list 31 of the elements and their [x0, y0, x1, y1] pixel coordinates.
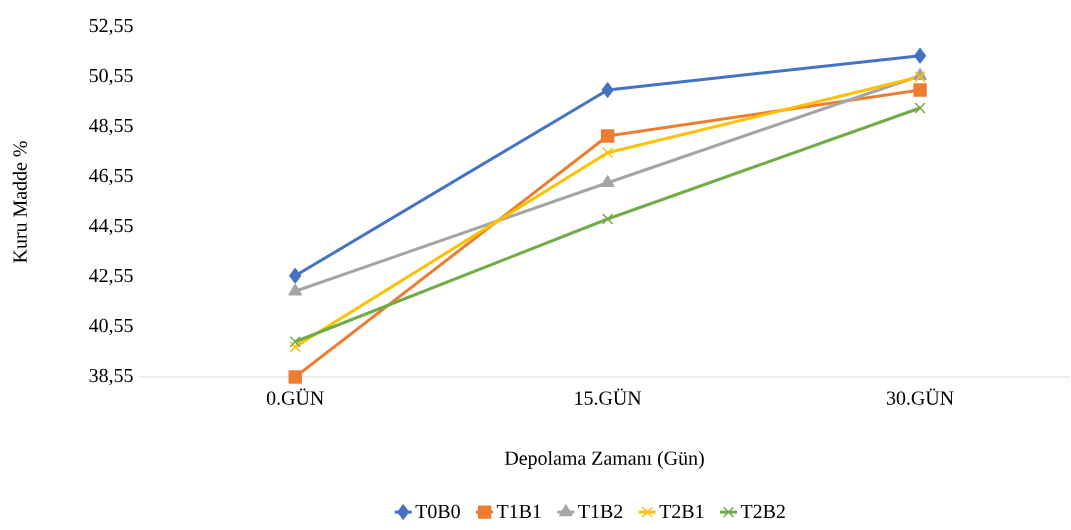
x-axis-title: Depolama Zamanı (Gün) — [504, 450, 704, 469]
legend-label: T1B1 — [496, 504, 541, 518]
point — [289, 268, 302, 284]
point — [914, 102, 926, 114]
point — [914, 48, 927, 64]
point — [600, 129, 615, 143]
y-tick-label: 38,55 — [89, 368, 133, 386]
point — [600, 175, 615, 187]
y-tick-label: 44,55 — [89, 218, 133, 236]
y-axis-title: Kuru Madde % — [12, 141, 27, 263]
x-tick-label: 0.GÜN — [266, 388, 324, 405]
point — [288, 370, 302, 384]
point — [289, 341, 301, 353]
point — [601, 82, 614, 98]
point — [601, 147, 614, 159]
y-tick-label: 42,55 — [89, 268, 133, 286]
legend-label: T0B0 — [415, 504, 460, 519]
y-tick-label: 52,55 — [89, 18, 133, 36]
y-tick-label: 40,55 — [89, 318, 133, 336]
y-tick-label: 48,55 — [89, 118, 133, 136]
x-tick-label: 15.GÜN — [575, 388, 642, 405]
legend-label: T2B2 — [740, 504, 785, 519]
legend-label: T1B2 — [578, 504, 623, 519]
x-tick-label: 30.GÜN — [886, 388, 954, 405]
y-tick-label: 50,55 — [89, 68, 133, 86]
point — [601, 213, 614, 225]
legend-label: T2B1 — [659, 504, 704, 519]
y-tick-label: 46,55 — [89, 168, 133, 186]
point — [288, 283, 302, 296]
point — [913, 83, 927, 97]
point — [289, 336, 301, 348]
